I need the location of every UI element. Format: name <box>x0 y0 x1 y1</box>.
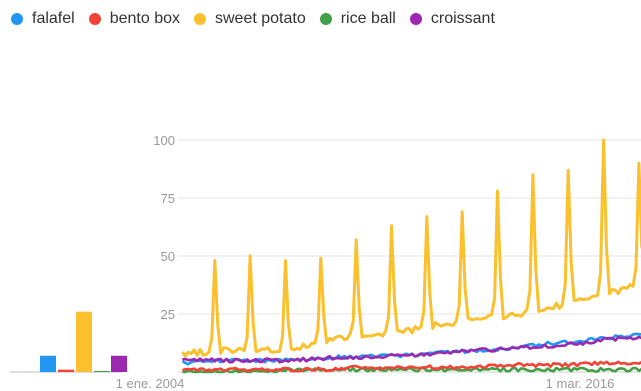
line-series-bento-box <box>182 360 641 373</box>
y-tick-label: 50 <box>161 249 175 264</box>
y-tick-label: 100 <box>153 133 175 148</box>
x-tick-label: 1 ene. 2004 <box>116 376 185 391</box>
legend-item-rice-ball[interactable]: rice ball <box>319 10 396 28</box>
legend-dot <box>319 13 332 25</box>
legend-label: sweet potato <box>214 10 306 27</box>
line-series-croissant <box>182 335 641 364</box>
line-series-sweet-potato <box>181 138 641 358</box>
bar-rice-ball <box>94 371 110 372</box>
legend-item-sweet-potato[interactable]: sweet potato <box>193 10 306 28</box>
chart-legend: falafel bento box sweet potato rice ball cro… <box>11 6 509 32</box>
legend-dot <box>11 13 23 25</box>
legend-dot <box>193 13 206 25</box>
line-series-rice-ball <box>182 366 641 374</box>
y-tick-label: 25 <box>161 307 175 322</box>
legend-label: falafel <box>32 10 75 27</box>
legend-dot <box>88 13 101 25</box>
y-tick-label: 75 <box>161 191 175 206</box>
x-tick-label: 1 mar. 2016 <box>546 376 615 391</box>
line-series-falafel <box>181 332 641 366</box>
legend-item-falafel[interactable]: falafel <box>11 10 75 28</box>
legend-label: croissant <box>430 10 495 27</box>
legend-label: rice ball <box>340 10 396 27</box>
legend-label: bento box <box>109 10 180 27</box>
legend-item-croissant[interactable]: croissant <box>409 10 495 28</box>
bar-sweet-potato <box>76 311 92 372</box>
legend-dot <box>409 13 422 25</box>
bar-bento-box <box>58 369 74 372</box>
legend-item-bento-box[interactable]: bento box <box>88 10 180 28</box>
bar-falafel <box>40 355 56 372</box>
bar-croissant <box>111 355 127 372</box>
